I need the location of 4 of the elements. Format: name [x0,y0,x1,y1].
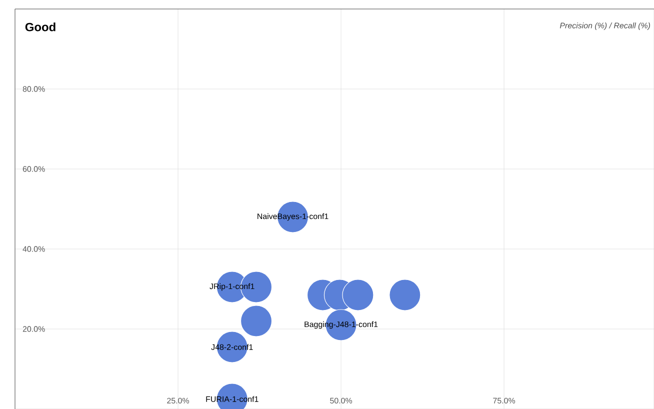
text: Good [25,22,56,32]
point [342,279,374,311]
point [240,305,272,337]
point [389,279,421,311]
